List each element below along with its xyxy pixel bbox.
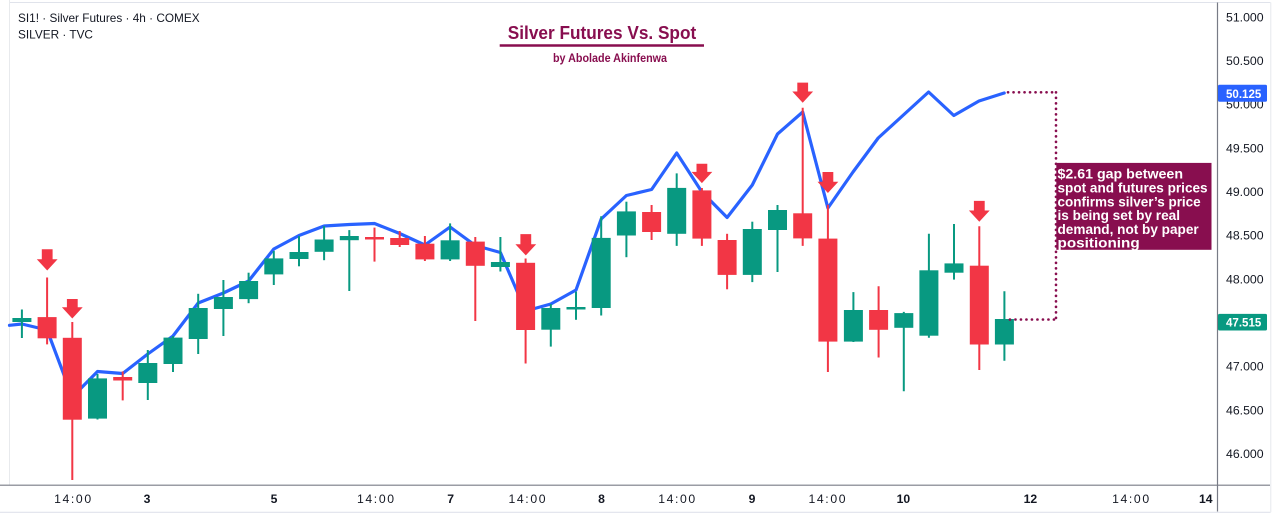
svg-text:14:00: 14:00 <box>1112 492 1149 506</box>
svg-text:is being set by real: is being set by real <box>1058 208 1181 223</box>
svg-text:14:00: 14:00 <box>357 492 394 506</box>
svg-text:10: 10 <box>897 492 911 506</box>
svg-text:3: 3 <box>144 492 151 506</box>
svg-text:$2.61 gap between: $2.61 gap between <box>1058 167 1184 182</box>
svg-text:demand, not by paper: demand, not by paper <box>1058 222 1200 237</box>
svg-text:by Abolade Akinfenwa: by Abolade Akinfenwa <box>553 52 668 65</box>
svg-text:14:00: 14:00 <box>658 492 695 506</box>
svg-text:14:00: 14:00 <box>509 492 546 506</box>
svg-text:49.000: 49.000 <box>1226 185 1264 199</box>
svg-text:50.500: 50.500 <box>1226 54 1264 68</box>
svg-text:spot and futures prices: spot and futures prices <box>1058 181 1208 196</box>
svg-text:SILVER · TVC: SILVER · TVC <box>18 27 93 41</box>
svg-text:14:00: 14:00 <box>809 492 846 506</box>
svg-text:46.500: 46.500 <box>1226 403 1264 417</box>
svg-text:49.500: 49.500 <box>1226 141 1264 155</box>
svg-text:12: 12 <box>1024 492 1038 506</box>
svg-text:46.000: 46.000 <box>1226 447 1264 461</box>
svg-text:Silver Futures Vs. Spot: Silver Futures Vs. Spot <box>508 23 696 43</box>
svg-text:14: 14 <box>1199 492 1213 506</box>
svg-text:SI1! · Silver Futures · 4h · C: SI1! · Silver Futures · 4h · COMEX <box>18 11 200 25</box>
svg-text:5: 5 <box>271 492 278 506</box>
svg-text:51.000: 51.000 <box>1226 10 1264 24</box>
svg-text:50.125: 50.125 <box>1226 88 1262 101</box>
svg-text:47.000: 47.000 <box>1226 360 1264 374</box>
svg-text:47.515: 47.515 <box>1226 317 1262 330</box>
svg-text:48.000: 48.000 <box>1226 272 1264 286</box>
svg-text:8: 8 <box>598 492 605 506</box>
svg-text:9: 9 <box>749 492 756 506</box>
svg-text:positioning: positioning <box>1058 236 1140 251</box>
svg-text:7: 7 <box>447 492 454 506</box>
svg-text:14:00: 14:00 <box>54 492 91 506</box>
svg-text:48.500: 48.500 <box>1226 229 1264 243</box>
svg-text:confirms silver’s price: confirms silver’s price <box>1058 194 1201 209</box>
